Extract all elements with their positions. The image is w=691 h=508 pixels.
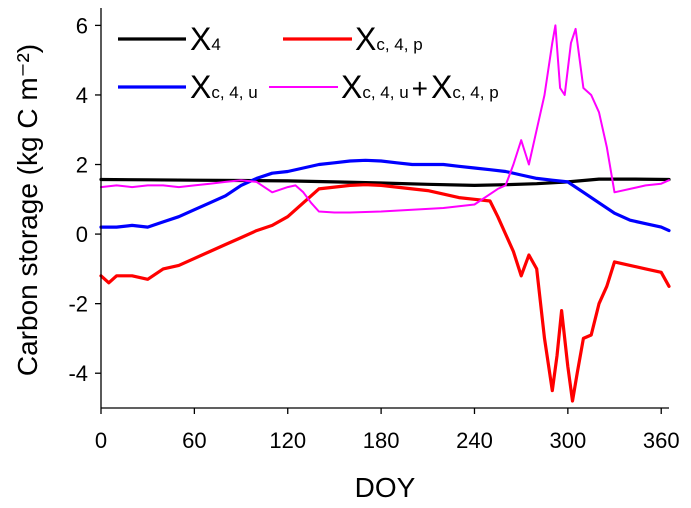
x-tick-label: 60: [182, 428, 206, 453]
legend-label: X4: [190, 21, 221, 57]
series-layer: [99, 24, 671, 403]
y-tick-label: 2: [76, 153, 88, 178]
y-tick-label: 6: [76, 13, 88, 38]
x-tick-label: 120: [269, 428, 306, 453]
legend-label: Xc, 4, u +Xc, 4, p: [341, 69, 499, 105]
x-tick-label: 360: [643, 428, 680, 453]
series-x4-line: [99, 177, 671, 187]
legend-entry-x4: X4: [118, 21, 221, 57]
y-tick-label: -2: [68, 292, 88, 317]
y-tick-label: 0: [76, 222, 88, 247]
y-axis-label: Carbon storage (kg C m⁻²): [12, 44, 43, 376]
x-tick-label: 180: [363, 428, 400, 453]
legend-entry-sum: Xc, 4, u +Xc, 4, p: [269, 69, 499, 105]
legend-entry-xc4u: Xc, 4, u: [118, 69, 258, 105]
x-axis-label: DOY: [355, 472, 416, 503]
legend: X4 Xc, 4, p Xc, 4, u Xc, 4, u +Xc, 4, p: [118, 21, 499, 105]
legend-label: Xc, 4, u: [190, 69, 258, 105]
series-sum-line: [100, 24, 670, 214]
x-tick-label: 240: [456, 428, 493, 453]
series-xc4u-line: [99, 158, 671, 233]
x-tick-label: 300: [549, 428, 586, 453]
series-xc4p-line: [99, 183, 671, 403]
axes-layer: 0 60 120 180 240 300 360 -4 -2 0 2 4 6: [68, 8, 680, 453]
legend-label: Xc, 4, p: [355, 21, 423, 57]
legend-entry-xc4p: Xc, 4, p: [283, 21, 423, 57]
y-tick-label: 4: [76, 83, 88, 108]
x-tick-label: 0: [95, 428, 107, 453]
y-tick-label: -4: [68, 361, 88, 386]
